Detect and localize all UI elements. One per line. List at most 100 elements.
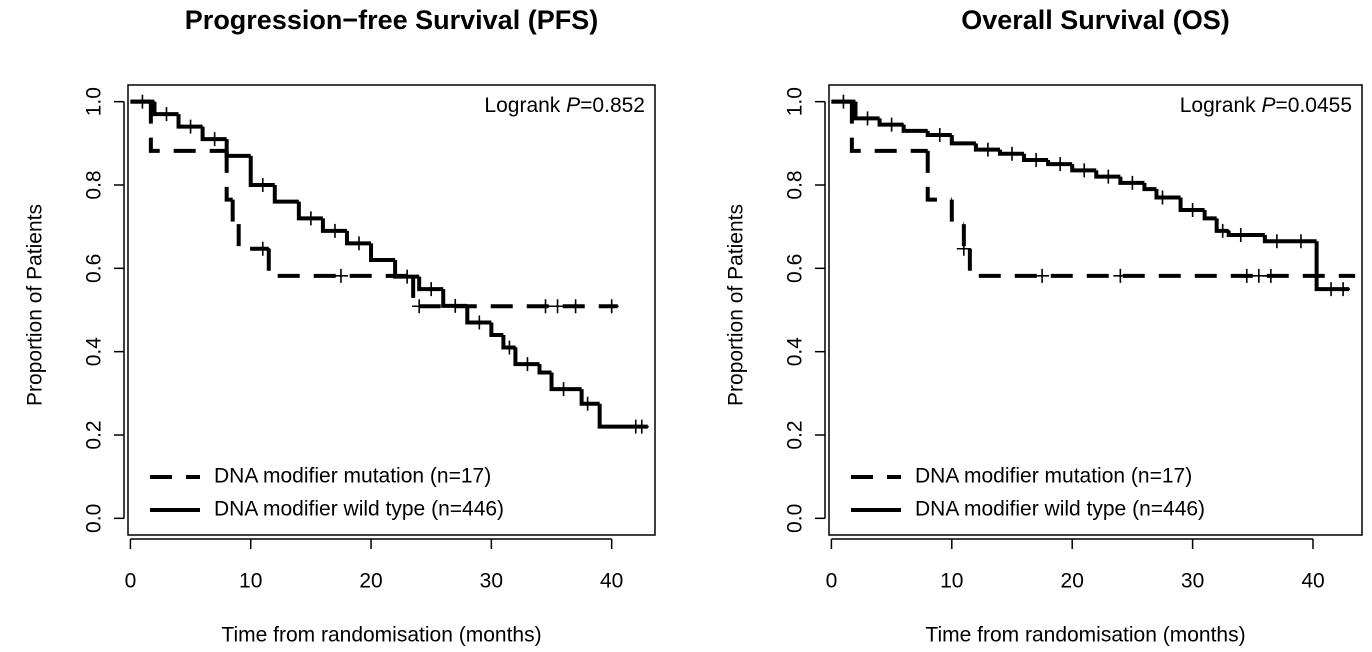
x-tick-label: 20 xyxy=(1061,570,1084,593)
curve-step xyxy=(1142,182,1157,192)
curve-step xyxy=(224,139,251,158)
plot-frame xyxy=(828,84,1363,536)
censor-mark xyxy=(1155,190,1170,205)
curve-step xyxy=(597,403,648,429)
censor-mark xyxy=(1053,157,1068,172)
curve-step xyxy=(925,150,952,202)
censor-mark xyxy=(1263,268,1278,283)
curve-step xyxy=(579,389,600,406)
censor-mark xyxy=(836,94,851,109)
chart-title: Overall Survival (OS) xyxy=(961,5,1230,35)
censor-mark xyxy=(550,299,565,314)
legend-label: DNA modifier wild type (n=446) xyxy=(915,498,1205,521)
curve-step xyxy=(1226,230,1265,237)
censor-mark xyxy=(1251,268,1266,283)
y-tick-label: 0.0 xyxy=(784,504,807,533)
curve-step xyxy=(489,322,504,337)
censor-mark xyxy=(1293,234,1308,249)
curve-step xyxy=(411,275,618,309)
curve-step xyxy=(901,124,928,133)
annotation-text: Logrank xyxy=(1180,94,1262,117)
censor-mark xyxy=(303,211,318,226)
annotation-value: =0.852 xyxy=(580,94,645,117)
censor-mark xyxy=(1125,175,1140,190)
censor-mark xyxy=(860,111,875,126)
censor-mark xyxy=(1113,268,1128,283)
y-tick-label: 0.8 xyxy=(83,170,106,199)
censor-mark xyxy=(255,241,270,256)
censor-mark xyxy=(1215,223,1230,238)
censor-mark xyxy=(448,298,463,313)
legend-label: DNA modifier mutation (n=17) xyxy=(915,465,1192,488)
curve-step xyxy=(369,243,396,262)
y-tick-label: 1.0 xyxy=(784,87,807,116)
curve-step xyxy=(549,372,582,392)
censor-mark xyxy=(980,142,995,157)
curve-step xyxy=(537,364,552,375)
curve-step xyxy=(1314,241,1350,292)
curve-step xyxy=(949,135,976,146)
annotation-italic: P xyxy=(566,94,580,117)
censor-mark xyxy=(604,299,619,314)
curve-step xyxy=(148,101,227,153)
censor-mark xyxy=(634,419,649,434)
y-tick-label: 0.8 xyxy=(784,170,807,199)
y-tick-label: 1.0 xyxy=(83,87,106,116)
censor-mark xyxy=(424,282,439,297)
censor-mark xyxy=(1029,153,1044,167)
annotation-text: Logrank xyxy=(484,94,566,117)
x-tick-label: 10 xyxy=(239,570,262,593)
censor-mark xyxy=(1005,146,1019,161)
curve-step xyxy=(224,150,233,202)
y-tick-label: 0.2 xyxy=(83,420,106,449)
censor-mark xyxy=(1077,163,1092,178)
x-tick-label: 10 xyxy=(940,570,963,593)
censor-mark xyxy=(1101,169,1116,184)
curve-step xyxy=(1154,189,1181,200)
panel: Overall Survival (OS) 0 10 20 30 40 0.0 0.2 0.4 0… xyxy=(725,5,1363,647)
annotation: Logrank P=0.0455 xyxy=(1180,94,1352,117)
censor-mark xyxy=(472,315,487,330)
censor-mark xyxy=(1035,268,1050,283)
curve-step xyxy=(849,101,928,153)
censor-mark xyxy=(520,357,535,372)
censor-mark xyxy=(580,396,595,411)
curve-step xyxy=(967,248,1356,278)
curve-step xyxy=(272,185,299,204)
censor-mark xyxy=(255,178,270,192)
x-tick-label: 0 xyxy=(826,570,838,593)
legend-label: DNA modifier mutation (n=17) xyxy=(214,465,491,488)
y-tick-label: 0.6 xyxy=(83,254,106,283)
censor-mark xyxy=(1324,282,1339,297)
x-tick-label: 40 xyxy=(600,570,623,593)
panel: Progression−free Survival (PFS) 0 10 20 30 40… xyxy=(24,5,656,647)
censor-mark xyxy=(183,119,198,134)
censor-mark xyxy=(400,269,415,284)
censor-mark xyxy=(556,382,571,397)
censor-mark xyxy=(333,268,348,283)
annotation-italic: P xyxy=(1261,94,1275,117)
censor-mark xyxy=(207,132,222,147)
censor-mark xyxy=(502,340,517,355)
x-tick-label: 30 xyxy=(480,570,503,593)
censor-mark xyxy=(1233,228,1248,242)
x-tick-label: 20 xyxy=(359,570,382,593)
y-tick-label: 0.6 xyxy=(784,254,807,283)
annotation: Logrank P=0.852 xyxy=(484,94,645,117)
legend-label: DNA modifier wild type (n=446) xyxy=(214,498,504,521)
y-axis-label: Proportion of Patients xyxy=(24,204,47,406)
y-tick-label: 0.2 xyxy=(784,420,807,449)
plot-frame xyxy=(127,84,656,536)
x-tick-label: 30 xyxy=(1181,570,1204,593)
survival-curve xyxy=(130,99,619,314)
survival-curve xyxy=(130,94,649,434)
censor-mark xyxy=(1239,268,1254,283)
survival-curve xyxy=(831,99,1356,283)
censor-mark xyxy=(1185,203,1200,217)
curve-step xyxy=(236,224,269,251)
censor-mark xyxy=(956,241,971,256)
censor-mark xyxy=(1336,282,1351,297)
censor-mark xyxy=(568,299,583,314)
curve-step xyxy=(266,248,414,278)
censor-mark xyxy=(932,128,947,142)
